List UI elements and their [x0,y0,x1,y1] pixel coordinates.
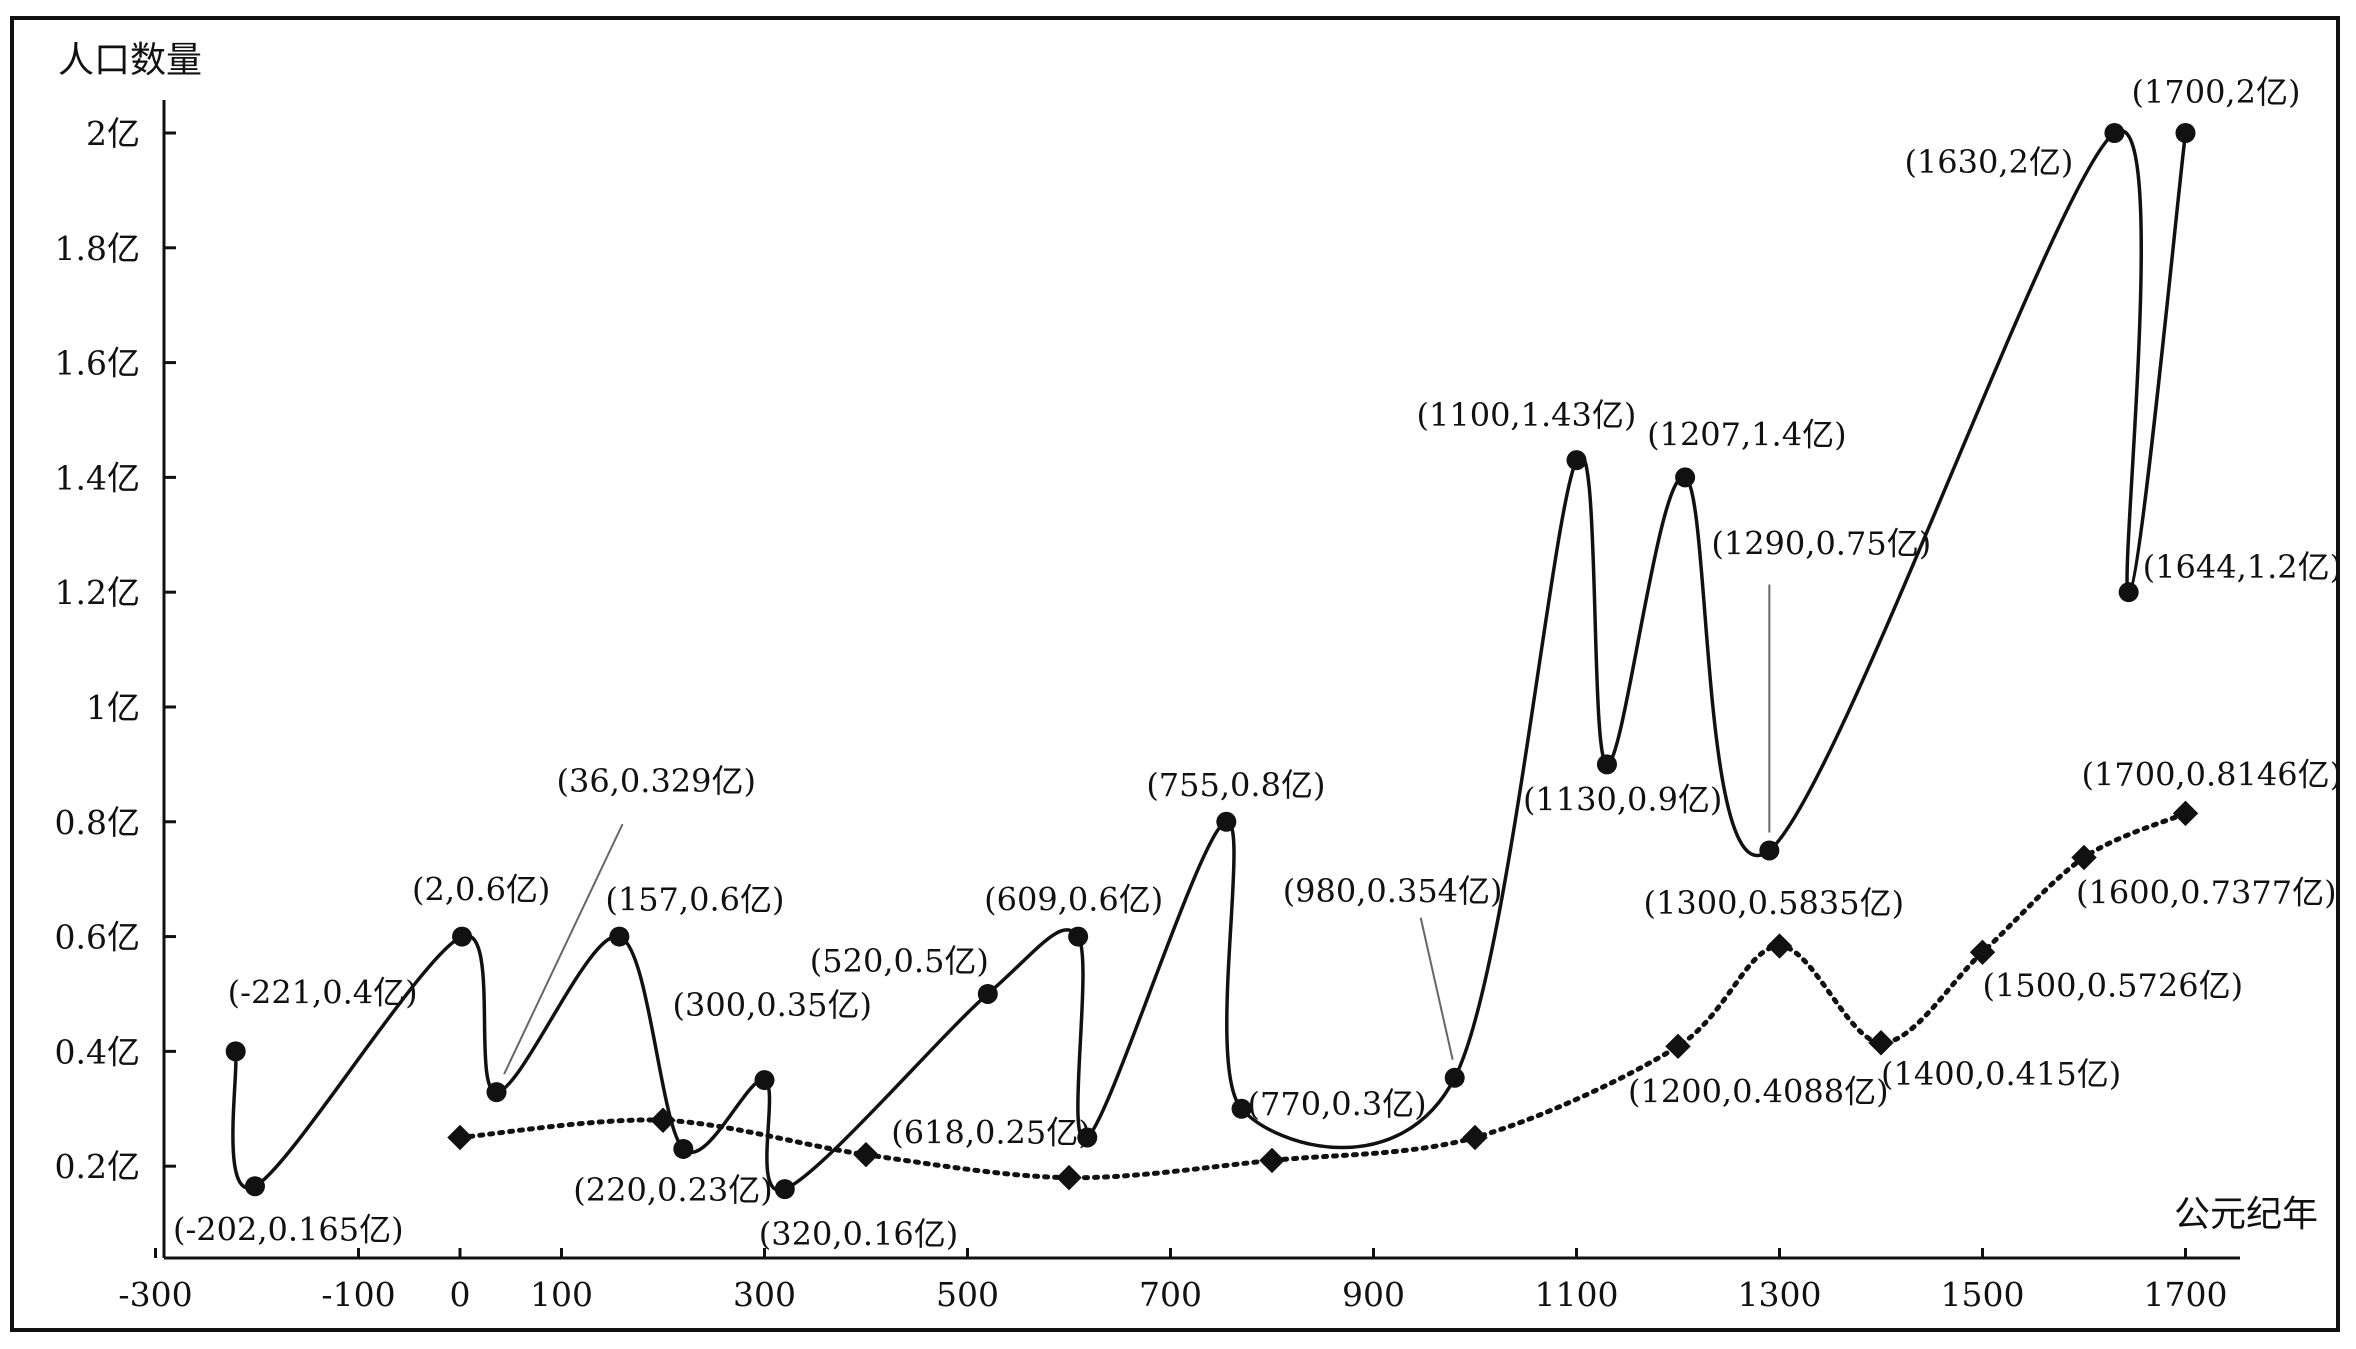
data-point-circle [2118,582,2139,603]
x-tick-label: 700 [1139,1275,1202,1314]
y-tick-label: 0.2亿 [55,1147,140,1186]
data-point-diamond [1056,1164,1082,1191]
data-label: (980,0.354亿) [1283,872,1503,910]
data-point-diamond [2172,800,2199,827]
data-label: (755,0.8亿) [1146,766,1325,804]
data-point-circle [1675,467,1696,488]
data-label: (770,0.3亿) [1248,1085,1427,1123]
data-point-circle [1077,1127,1098,1148]
data-point-circle [244,1176,265,1197]
x-tick-label: -100 [321,1275,395,1314]
y-tick-label: 1亿 [86,688,140,727]
y-tick-label: 0.4亿 [55,1032,140,1071]
data-point-circle [1566,450,1587,471]
data-label: (1630,2亿) [1904,143,2073,181]
data-point-diamond [1462,1124,1488,1151]
data-point-diamond [853,1141,879,1168]
y-tick-label: 1.2亿 [55,573,140,612]
data-label: (1600,0.7377亿) [2076,874,2337,912]
data-label: (1400,0.415亿) [1881,1055,2121,1093]
chart-frame [10,16,2340,1332]
leader-line [1419,917,1454,1060]
data-point-circle [225,1041,246,1062]
series-lines [231,128,2188,1192]
data-label: (1700,2亿) [2132,73,2301,111]
y-tick-label: 2亿 [86,114,140,153]
data-label: (520,0.5亿) [810,942,989,980]
data-point-circle [673,1138,694,1159]
data-label: (609,0.6亿) [984,881,1163,919]
data-point-diamond [1259,1147,1285,1174]
x-tick-label: 1100 [1535,1275,1619,1314]
data-point-circle [1216,811,1237,832]
x-tick-label: 1500 [1941,1275,2025,1314]
data-label: (1100,1.43亿) [1417,396,1637,434]
data-label: (1130,0.9亿) [1523,780,1722,818]
data-point-circle [1444,1067,1465,1088]
data-point-circle [609,926,630,947]
data-point-circle [1596,754,1617,775]
data-label: (2,0.6亿) [412,871,550,909]
x-tick-label: 1700 [2144,1275,2228,1314]
axes: 人口数量 公元纪年 [58,40,2318,1260]
data-label: (220,0.23亿) [573,1171,772,1209]
leader-line [503,823,624,1075]
data-point-circle [977,983,998,1004]
data-label: (1300,0.5835亿) [1644,884,1905,922]
y-tick-label: 1.4亿 [55,458,140,497]
x-ticks: -300 -100 0 100 300 500 700 900 1100 1300 1500 1700 [118,1248,2227,1314]
data-label: (-221,0.4亿) [228,973,418,1011]
data-point-circle [2104,123,2125,143]
data-label: (1207,1.4亿) [1647,415,1846,453]
data-label: (320,0.16亿) [759,1215,958,1253]
data-label: (1500,0.5726亿) [1983,966,2244,1004]
data-label: (1644,1.2亿) [2143,548,2342,586]
point-labels: (-221,0.4亿) (-202,0.165亿) (2,0.6亿) (36,0.32… [173,73,2342,1253]
leader-lines [503,584,1771,1075]
data-point-circle [754,1070,775,1091]
x-tick-label: 100 [530,1275,593,1314]
data-label: (618,0.25亿) [891,1113,1090,1151]
data-point-diamond [447,1124,473,1151]
data-point-circle [774,1179,795,1200]
data-point-circle [1231,1098,1252,1119]
x-tick-label: 900 [1342,1275,1405,1314]
data-label: (1200,0.4088亿) [1628,1072,1889,1110]
y-axis-title: 人口数量 [58,40,202,81]
data-point-diamond [1868,1030,1894,1056]
y-tick-label: 0.8亿 [55,803,140,842]
data-point-circle [1068,926,1089,947]
data-point-circle [486,1082,507,1103]
data-label: (1290,0.75亿) [1711,524,1931,562]
x-tick-label: -300 [118,1275,192,1314]
x-tick-label: 300 [733,1275,796,1314]
x-axis-title: 公元纪年 [2174,1194,2318,1235]
y-ticks: 0.2亿 0.4亿 0.6亿 0.8亿 1亿 1.2亿 1.4亿 1.6亿 1.8亿 2亿 [55,114,176,1186]
y-tick-label: 1.6亿 [55,344,140,383]
x-tick-label: 1300 [1738,1275,1822,1314]
data-label: (36,0.329亿) [557,762,756,800]
data-label: (300,0.35亿) [673,986,872,1024]
data-point-circle [2175,123,2196,143]
data-label: (-202,0.165亿) [173,1210,404,1248]
data-point-circle [1759,840,1780,861]
data-label: (157,0.6亿) [605,881,784,919]
x-tick-label: 500 [936,1275,999,1314]
x-tick-label: 0 [450,1275,471,1314]
data-label: (1700,0.8146亿) [2082,755,2343,793]
data-point-circle [452,926,473,947]
trend-line [457,810,2188,1181]
y-tick-label: 1.8亿 [55,229,140,268]
y-tick-label: 0.6亿 [55,918,140,957]
data-point-diamond [1665,1033,1691,1060]
data-point-diamond [1766,933,1793,959]
population-line [231,128,2188,1192]
